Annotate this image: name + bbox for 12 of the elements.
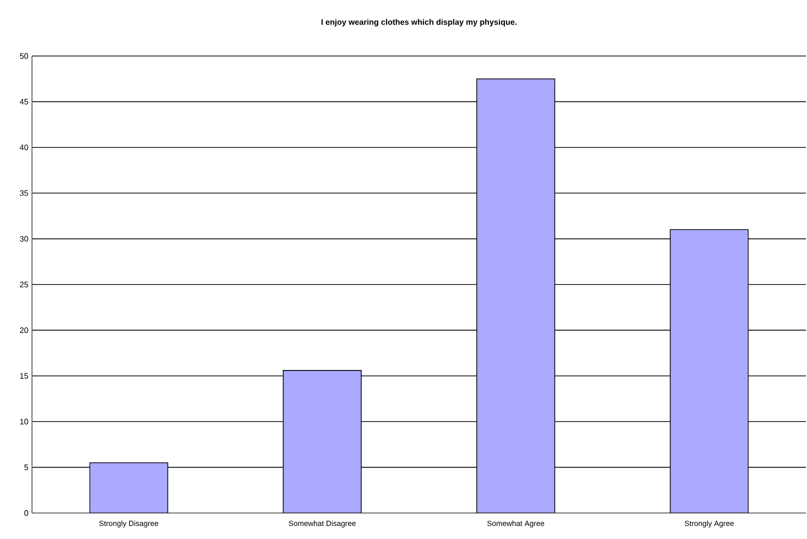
y-tick-label: 30 [20, 236, 28, 242]
chart-title: I enjoy wearing clothes which display my physique. [322, 18, 516, 26]
y-tick-label: 10 [20, 418, 28, 424]
y-tick-label: 25 [20, 282, 28, 288]
y-tick-label: 40 [20, 144, 28, 150]
y-tick-label: 5 [24, 464, 28, 470]
y-tick-label: 35 [20, 190, 28, 196]
y-tick-label: 45 [20, 98, 28, 104]
y-tick-label: 15 [20, 373, 28, 379]
y-tick-label: 50 [20, 53, 28, 59]
y-tick-label: 20 [20, 327, 28, 334]
y-tick-label: 0 [24, 510, 28, 516]
